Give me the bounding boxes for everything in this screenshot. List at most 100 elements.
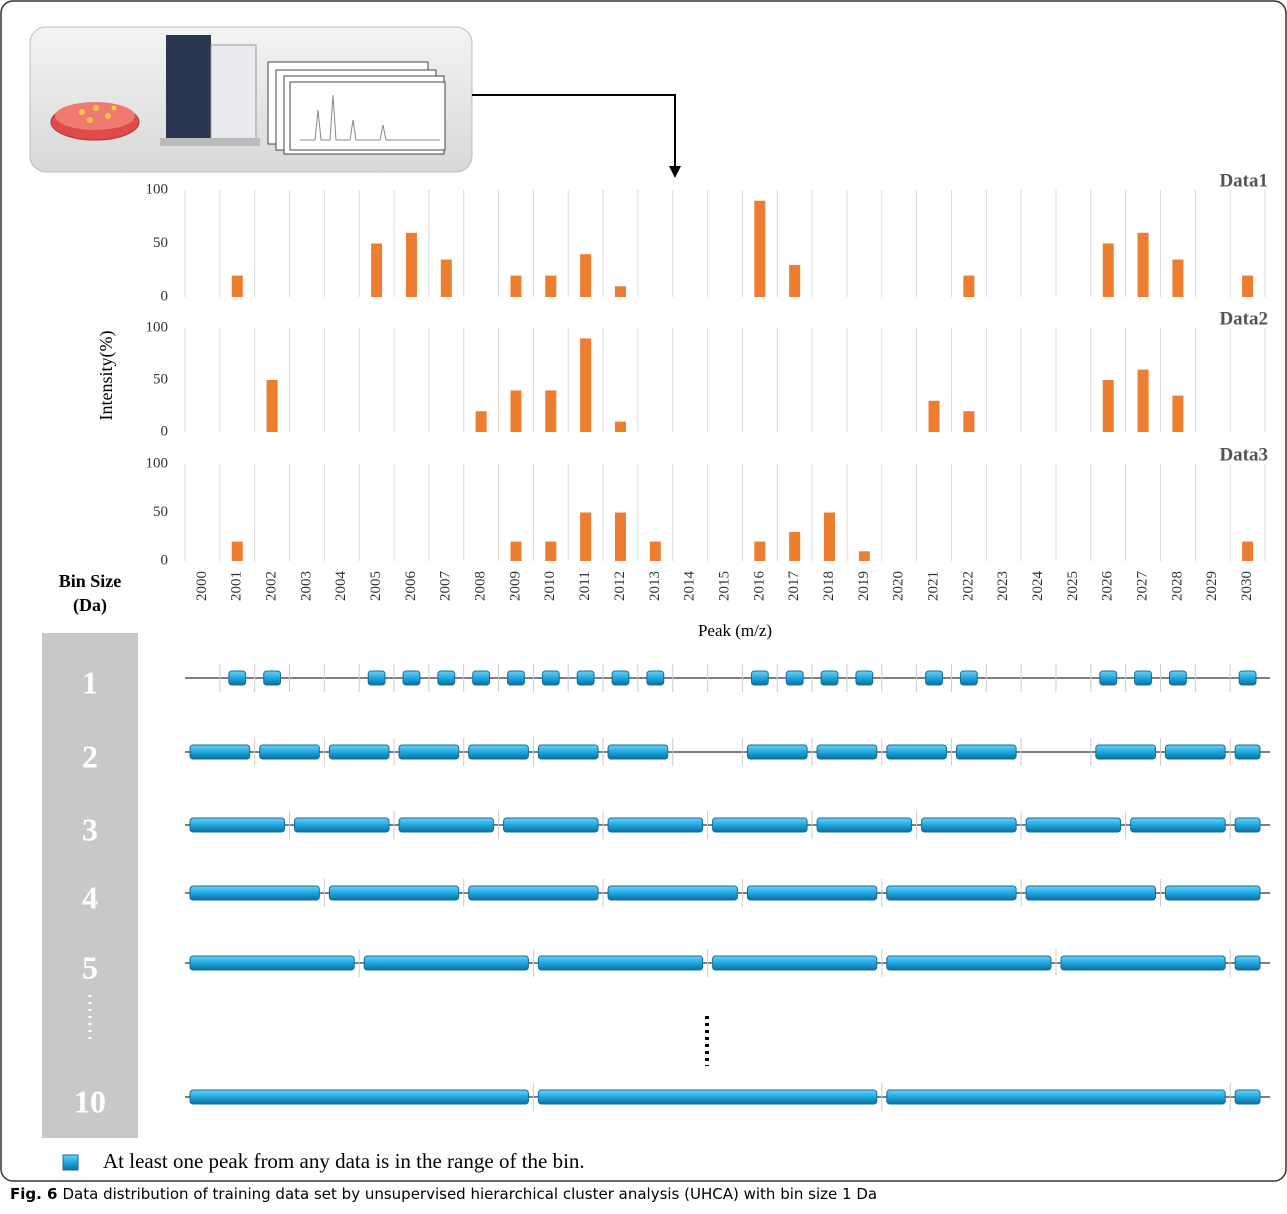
bin-block <box>608 818 703 832</box>
bin-block <box>960 671 977 685</box>
bin-block <box>190 818 285 832</box>
bin-size: 10 <box>74 1083 106 1119</box>
x-tick-label: 2027 <box>1135 571 1151 602</box>
x-tick-label: 2011 <box>577 571 593 600</box>
bar <box>545 276 556 297</box>
bar <box>1172 260 1183 297</box>
bin-block <box>1235 745 1260 759</box>
y-tick-label: 100 <box>146 455 169 471</box>
bin-block <box>508 671 525 685</box>
bar <box>963 411 974 432</box>
panel-title: Data3 <box>1219 444 1268 465</box>
bin-block <box>190 886 319 900</box>
bar <box>789 532 800 561</box>
caption-text: Data distribution of training data set b… <box>62 1185 877 1203</box>
bin-block <box>399 818 494 832</box>
bin-block <box>542 671 559 685</box>
y-tick-label: 100 <box>146 319 169 335</box>
bin-block <box>260 745 320 759</box>
y-tick-label: 0 <box>161 423 169 439</box>
bar <box>441 260 452 297</box>
x-tick-label: 2006 <box>403 571 419 602</box>
bin-block <box>1100 671 1117 685</box>
x-tick-label: 2028 <box>1169 571 1185 601</box>
bin-block <box>504 818 599 832</box>
y-tick-label: 50 <box>153 371 168 387</box>
bar <box>615 422 626 432</box>
bin-block <box>1235 818 1260 832</box>
x-tick-label: 2013 <box>647 571 663 601</box>
instrument-base <box>160 138 260 146</box>
x-tick-label: 2012 <box>612 571 628 601</box>
bin-block <box>577 671 594 685</box>
bar <box>580 338 591 432</box>
bin-block <box>364 956 528 970</box>
bar <box>615 513 626 562</box>
x-tick-label: 2021 <box>925 571 941 601</box>
bin-block <box>856 671 873 685</box>
y-tick-label: 50 <box>153 235 168 251</box>
bar <box>510 276 521 297</box>
bin-block <box>926 671 943 685</box>
bin-block <box>713 818 808 832</box>
bin-block <box>295 818 390 832</box>
bin-block <box>1096 745 1156 759</box>
y-tick-label: 100 <box>146 181 169 197</box>
bin-block <box>538 745 598 759</box>
bin-block <box>887 745 947 759</box>
bar <box>1103 244 1114 298</box>
bin-block <box>329 886 458 900</box>
x-tick-label: 2015 <box>716 571 732 601</box>
bin-block <box>747 886 876 900</box>
bar <box>963 276 974 297</box>
bar <box>545 542 556 561</box>
bin-block <box>751 671 768 685</box>
y-tick-label: 0 <box>161 288 169 304</box>
x-tick-label: 2019 <box>856 571 872 601</box>
panel-title: Data1 <box>1219 170 1268 191</box>
x-tick-label: 2014 <box>682 571 698 602</box>
x-tick-label: 2026 <box>1100 571 1116 602</box>
bin-block <box>608 886 737 900</box>
bin-block <box>608 745 668 759</box>
legend-swatch <box>63 1155 78 1170</box>
bin-block <box>817 818 912 832</box>
bar <box>859 551 870 561</box>
bin-block <box>821 671 838 685</box>
bin-block <box>887 956 1051 970</box>
bin-block <box>1135 671 1152 685</box>
bin-block <box>368 671 385 685</box>
bin-block <box>747 745 807 759</box>
x-tick-label: 2009 <box>507 571 523 601</box>
legend-text: At least one peak from any data is in th… <box>103 1149 585 1173</box>
x-tick-label: 2002 <box>264 571 280 601</box>
x-tick-label: 2020 <box>891 571 907 601</box>
bin-block <box>1026 818 1121 832</box>
x-tick-label: 2018 <box>821 571 837 601</box>
bin-block <box>887 1090 1225 1104</box>
x-axis-label: Peak (m/z) <box>698 621 772 640</box>
bin-block <box>399 745 459 759</box>
bar <box>1242 542 1253 561</box>
x-tick-label: 2010 <box>542 571 558 601</box>
instrument <box>166 35 211 140</box>
x-tick-label: 2000 <box>194 571 210 601</box>
bin-block <box>1235 956 1260 970</box>
x-tick-label: 2017 <box>786 571 802 602</box>
bar <box>580 513 591 562</box>
bin-block <box>403 671 420 685</box>
bin-block <box>190 1090 528 1104</box>
bin-size-label: Bin Size <box>59 571 122 591</box>
x-tick-label: 2001 <box>229 571 245 601</box>
x-tick-label: 2023 <box>995 571 1011 601</box>
bar <box>824 513 835 562</box>
bin-block <box>469 745 529 759</box>
bin-block <box>1026 886 1155 900</box>
x-tick-label: 2022 <box>960 571 976 601</box>
caption-label: Fig. 6 <box>10 1185 57 1203</box>
bar <box>232 276 243 297</box>
bar <box>1138 370 1149 432</box>
x-tick-label: 2030 <box>1239 571 1255 601</box>
bin-size: 4 <box>82 879 98 915</box>
bin-block <box>1169 671 1186 685</box>
